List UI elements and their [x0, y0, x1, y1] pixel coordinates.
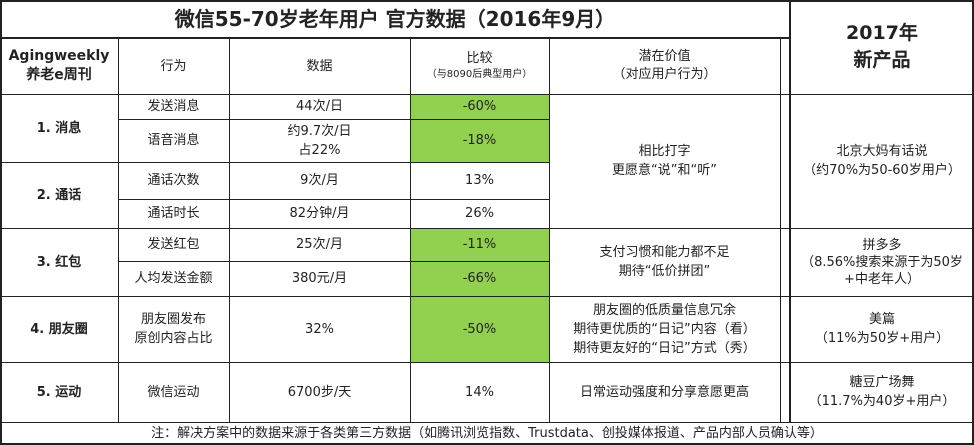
product-cell: 北京大妈有话说 （约70%为50-60岁用户） — [803, 144, 961, 178]
category-sport: 5. 运动 — [36, 384, 82, 400]
row-line — [0, 162, 549, 163]
product-cell: 糖豆广场舞 （11.7%为40岁+用户） — [808, 375, 956, 409]
compare-cell: 14% — [465, 384, 494, 400]
border-bottom — [0, 443, 974, 445]
row-line — [0, 296, 974, 297]
value-redpacket: 支付习惯和能力都不足 期待“低价拼团” — [599, 245, 730, 279]
page-title: 微信55-70岁老年用户 官方数据（2016年9月） — [174, 6, 616, 31]
category-message: 1. 消息 — [36, 120, 82, 136]
data-cell: 32% — [305, 321, 334, 337]
behavior-cell: 语音消息 — [147, 133, 200, 148]
value-header: 潜在价值 （对应用户行为） — [549, 38, 780, 94]
new-products-header: 2017年 新产品 — [846, 22, 918, 71]
row-line — [118, 119, 549, 120]
compare-cell: -60% — [410, 94, 549, 119]
title-bottom — [0, 37, 790, 39]
border-right — [972, 0, 974, 445]
compare-cell: 26% — [465, 206, 494, 221]
row-line — [118, 199, 549, 200]
compare-cell: -11% — [410, 228, 549, 261]
divider-products — [789, 0, 791, 422]
data-cell: 82分钟/月 — [289, 206, 350, 221]
behavior-cell: 朋友圈发布 原创内容占比 — [134, 312, 213, 346]
value-sport: 日常运动强度和分享意愿更高 — [579, 384, 749, 400]
compare-cell: 13% — [465, 173, 494, 188]
product-cell: 拼多多 （8.56%搜索来源于为50岁 +中老年人） — [801, 237, 963, 287]
header-bottom — [0, 94, 974, 95]
data-cell: 6700步/天 — [287, 384, 352, 400]
behavior-header: 行为 — [160, 58, 187, 74]
divider-main-right — [780, 38, 781, 422]
behavior-cell: 微信运动 — [147, 384, 200, 400]
behavior-cell: 发送消息 — [147, 99, 200, 114]
row-line — [0, 362, 974, 363]
brand-header: Agingweekly 养老e周刊 — [8, 48, 110, 83]
category-redpacket: 3. 红包 — [36, 254, 82, 270]
compare-cell: -50% — [410, 296, 549, 362]
col-line — [229, 38, 230, 422]
col-line — [549, 38, 550, 422]
table-bottom — [0, 422, 974, 423]
behavior-cell: 通话时长 — [147, 206, 200, 221]
row-line — [0, 228, 974, 229]
data-cell: 25次/月 — [296, 237, 343, 252]
category-moments: 4. 朋友圈 — [30, 321, 88, 337]
row-line — [118, 261, 549, 262]
value-header-sub: （对应用户行为） — [612, 67, 717, 82]
compare-header-title: 比较 — [466, 51, 493, 66]
product-cell: 美篇 （11%为50岁+用户） — [814, 312, 950, 346]
behavior-cell: 通话次数 — [147, 173, 200, 188]
compare-cell: -66% — [410, 261, 549, 296]
col-line — [410, 38, 411, 422]
data-cell: 380元/月 — [291, 271, 348, 286]
border-left — [0, 0, 2, 445]
footnote: 注：解决方案中的数据来源于各类第三方数据（如腾讯浏览指数、Trustdata、创… — [151, 426, 823, 441]
category-call: 2. 通话 — [36, 187, 82, 203]
value-message-call: 相比打字 更愿意“说”和“听” — [612, 144, 717, 178]
behavior-cell: 发送红包 — [147, 237, 200, 252]
border-top — [0, 0, 974, 2]
data-cell: 约9.7次/日 占22% — [287, 123, 352, 158]
compare-cell: -18% — [410, 119, 549, 162]
value-header-title: 潜在价值 — [638, 49, 691, 64]
col-line — [118, 38, 119, 422]
data-cell: 44次/日 — [296, 99, 343, 114]
behavior-cell: 人均发送金额 — [134, 271, 213, 286]
compare-header: 比较 （与8090后典型用户） — [410, 38, 549, 94]
value-moments: 朋友圈的低质量信息冗余 期待更优质的“日记”内容（看） 期待更友好的“日记”方式… — [573, 302, 756, 356]
compare-header-sub: （与8090后典型用户） — [426, 69, 533, 80]
data-cell: 9次/月 — [300, 173, 339, 188]
data-header: 数据 — [306, 58, 333, 74]
